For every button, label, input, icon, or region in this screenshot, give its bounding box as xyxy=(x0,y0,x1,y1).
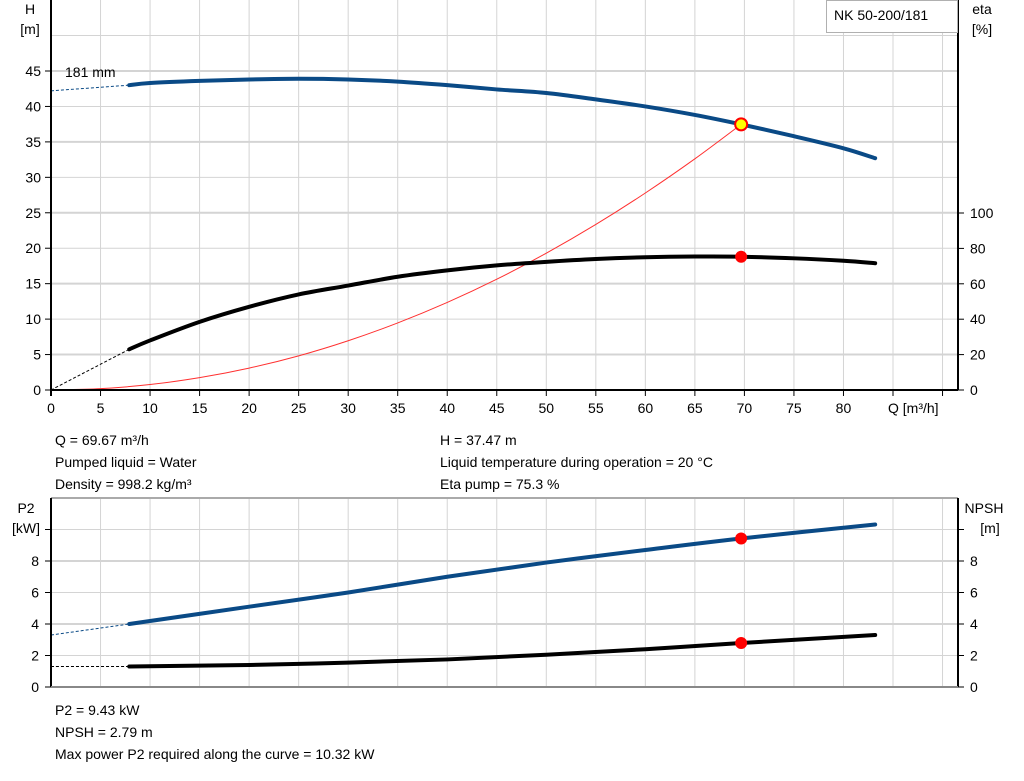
q-tick-label: 35 xyxy=(390,400,406,416)
curve-label-181mm: 181 mm xyxy=(65,64,116,80)
eta-tick-label: 60 xyxy=(970,276,986,292)
h-tick-label: 20 xyxy=(25,240,41,256)
h-axis-label: H xyxy=(25,1,35,17)
npsh-tick-label: 0 xyxy=(970,679,978,695)
q-tick-label: 0 xyxy=(47,400,55,416)
npsh-curve xyxy=(127,633,878,669)
system-curve xyxy=(50,123,742,391)
h-tick-label: 10 xyxy=(25,311,41,327)
h-tick-label: 45 xyxy=(25,63,41,79)
legend-box xyxy=(826,0,958,33)
q-tick-label: 55 xyxy=(588,400,604,416)
q-tick-label: 15 xyxy=(192,400,208,416)
head-curve xyxy=(127,76,878,161)
efficiency-point-marker xyxy=(735,250,748,263)
q-tick-label: 60 xyxy=(638,400,654,416)
info-h: H = 37.47 m xyxy=(440,432,517,448)
q-tick-label: 10 xyxy=(142,400,158,416)
eta-tick-label: 20 xyxy=(970,347,986,363)
eta-tick-label: 80 xyxy=(970,240,986,256)
h-tick-label: 0 xyxy=(33,382,41,398)
info-p2: P2 = 9.43 kW xyxy=(55,702,140,718)
p2-axis-label: P2 xyxy=(17,500,34,516)
q-tick-label: 30 xyxy=(340,400,356,416)
q-tick-label: 25 xyxy=(291,400,307,416)
eta-tick-label: 40 xyxy=(970,311,986,327)
p2-curve xyxy=(127,522,878,626)
h-tick-label: 15 xyxy=(25,276,41,292)
q-tick-label: 80 xyxy=(836,400,852,416)
npsh-tick-label: 2 xyxy=(970,648,978,664)
npsh-axis-unit: [m] xyxy=(980,520,999,536)
h-tick-label: 40 xyxy=(25,98,41,114)
q-axis-label: Q [m³/h] xyxy=(888,400,939,416)
h-tick-label: 5 xyxy=(33,347,41,363)
info-temperature: Liquid temperature during operation = 20… xyxy=(440,454,713,470)
p2-tick-label: 4 xyxy=(31,616,39,632)
p2-tick-label: 2 xyxy=(31,648,39,664)
efficiency-curve xyxy=(127,254,878,352)
info-q: Q = 69.67 m³/h xyxy=(55,432,149,448)
h-tick-label: 30 xyxy=(25,169,41,185)
q-tick-label: 5 xyxy=(97,400,105,416)
p2-point-marker xyxy=(735,532,748,545)
h-tick-label: 25 xyxy=(25,205,41,221)
axes: 0 5 10 15 20 25 30 35 40 45 50 55 60 65 70 75 8005101520… xyxy=(25,0,994,695)
info-density: Density = 998.2 kg/m³ xyxy=(55,476,192,492)
q-tick-label: 20 xyxy=(241,400,257,416)
q-tick-label: 50 xyxy=(539,400,555,416)
npsh-axis-label: NPSH xyxy=(965,500,1004,516)
info-liquid: Pumped liquid = Water xyxy=(55,454,197,470)
eta-tick-label: 0 xyxy=(970,382,978,398)
head-curve-extrapolated xyxy=(50,84,130,92)
info-max-power: Max power P2 required along the curve = … xyxy=(55,746,375,762)
eta-axis-label: eta xyxy=(972,1,992,17)
q-tick-label: 65 xyxy=(687,400,703,416)
legend-title: NK 50-200/181 xyxy=(834,7,928,23)
efficiency-curve-extrapolated xyxy=(50,348,130,391)
eta-axis-unit: [%] xyxy=(972,21,992,37)
h-axis-unit: [m] xyxy=(20,21,39,37)
p2-tick-label: 6 xyxy=(31,585,39,601)
npsh-tick-label: 4 xyxy=(970,616,978,632)
p2-axis-unit: [kW] xyxy=(12,520,40,536)
q-tick-label: 75 xyxy=(786,400,802,416)
npsh-tick-label: 8 xyxy=(970,553,978,569)
npsh-point-marker xyxy=(735,637,748,650)
q-tick-label: 45 xyxy=(489,400,505,416)
h-tick-label: 35 xyxy=(25,134,41,150)
info-npsh: NPSH = 2.79 m xyxy=(55,724,153,740)
eta-tick-label: 100 xyxy=(970,205,994,221)
top-grid xyxy=(50,0,958,390)
info-eta: Eta pump = 75.3 % xyxy=(440,476,560,492)
npsh-tick-label: 6 xyxy=(970,585,978,601)
curves xyxy=(50,76,878,669)
p2-curve-extrapolated xyxy=(50,623,130,636)
q-tick-label: 40 xyxy=(439,400,455,416)
q-tick-label: 70 xyxy=(737,400,753,416)
duty-point-marker xyxy=(734,117,749,132)
p2-tick-label: 0 xyxy=(31,679,39,695)
p2-tick-label: 8 xyxy=(31,553,39,569)
